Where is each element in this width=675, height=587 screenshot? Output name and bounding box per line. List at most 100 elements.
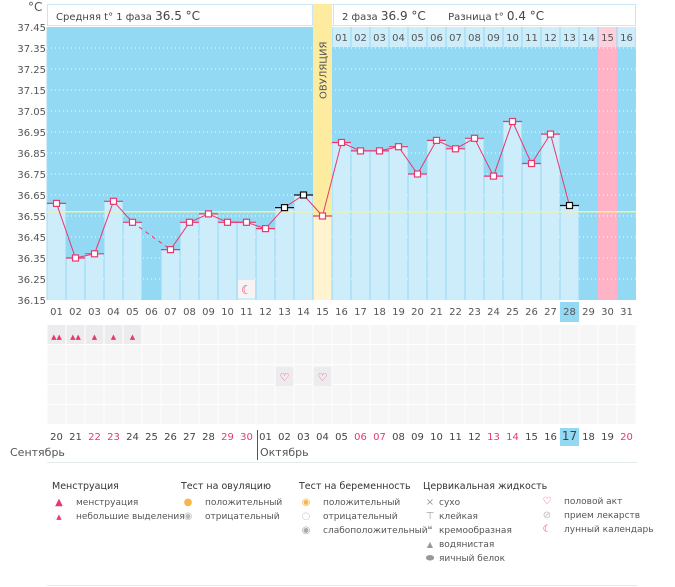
phase1-value: 36.5 °C: [155, 9, 201, 23]
calendar-date[interactable]: 14: [506, 432, 519, 443]
x-day-label: 06: [145, 307, 158, 318]
symptom-cell: [66, 365, 85, 384]
calendar-date[interactable]: 05: [335, 432, 348, 443]
moon-cell: [238, 280, 255, 298]
legend-item: водянистая: [439, 540, 495, 550]
symptom-cell: [275, 325, 294, 344]
cycle-day-label: 13: [563, 33, 576, 44]
symptom-cell: [503, 325, 522, 344]
calendar-date[interactable]: 30: [240, 432, 253, 443]
temperature-point: [242, 218, 251, 226]
light-drop-icon: ▲: [92, 333, 98, 341]
calendar-date[interactable]: 24: [126, 432, 139, 443]
symptom-cell: [465, 345, 484, 364]
symptom-cell: [256, 365, 275, 384]
symptom-cell: [598, 405, 617, 424]
x-day-label: 16: [335, 307, 348, 318]
x-day-label: 03: [88, 307, 101, 318]
legend-ovulation-test: Тест на овуляцию ● положительный ◉ отрицат…: [181, 481, 282, 524]
symptom-cell: [313, 405, 332, 424]
light-drop-icon: ▲: [56, 513, 62, 521]
x-day-label: 10: [221, 307, 234, 318]
y-tick-label: 37.25: [17, 65, 46, 76]
symptom-cell: [351, 405, 370, 424]
calendar-date[interactable]: 23: [107, 432, 120, 443]
temperature-bar: [313, 216, 332, 300]
calendar-date[interactable]: 22: [88, 432, 101, 443]
temperature-point: [223, 218, 232, 226]
symptom-cell: [370, 385, 389, 404]
temperature-bar: [332, 142, 351, 300]
calendar-date[interactable]: 04: [316, 432, 329, 443]
calendar-date[interactable]: 12: [468, 432, 481, 443]
symptom-cell: [427, 365, 446, 384]
calendar-date[interactable]: 03: [297, 432, 310, 443]
temperature-bar: [123, 222, 142, 300]
calendar-date[interactable]: 29: [221, 432, 234, 443]
calendar-date[interactable]: 16: [544, 432, 557, 443]
calendar-date[interactable]: 21: [69, 432, 82, 443]
calendar-date[interactable]: 20: [620, 432, 633, 443]
x-day-label: 31: [620, 307, 633, 318]
symptom-cell: [199, 345, 218, 364]
ovulation-negative-icon: ◉: [183, 511, 193, 522]
calendar-date[interactable]: 11: [449, 432, 462, 443]
calendar-date[interactable]: 06: [354, 432, 367, 443]
x-day-label: 01: [50, 307, 63, 318]
pregnancy-negative-icon: ○: [301, 511, 311, 522]
temperature-line-segment: [474, 138, 494, 177]
calendar-date[interactable]: 01: [259, 432, 272, 443]
symptom-cell: [142, 325, 161, 344]
symptom-cell: [617, 345, 636, 364]
temperature-point: [128, 218, 137, 226]
symptom-cell: [522, 385, 541, 404]
calendar-date[interactable]: 10: [430, 432, 443, 443]
light-drop-icon: ▲: [111, 333, 117, 341]
x-day-label: 14: [297, 307, 310, 318]
legend-item: яичный белок: [439, 554, 506, 564]
legend-item: менструация: [76, 498, 139, 508]
legend-other: ♡ половой акт ⊘ прием лекарств ☾ лунный кал…: [540, 495, 654, 537]
legend-item: половой акт: [564, 497, 623, 507]
calendar-date[interactable]: 13: [487, 432, 500, 443]
temperature-bar: [85, 253, 104, 300]
temperature-point: [413, 170, 422, 178]
calendar-date[interactable]: 28: [202, 432, 215, 443]
symptom-cell: [332, 385, 351, 404]
cycle-day-cell: [579, 27, 598, 47]
x-day-label: 22: [449, 307, 462, 318]
intercourse-cell: [313, 367, 332, 386]
calendar-date[interactable]: 27: [183, 432, 196, 443]
calendar-date[interactable]: 18: [582, 432, 595, 443]
calendar-date[interactable]: 17: [560, 428, 579, 446]
symptom-cell: [370, 405, 389, 424]
symptom-cell: [180, 385, 199, 404]
light-drop-icon: ▲: [130, 333, 136, 341]
symptom-cell: [427, 405, 446, 424]
calendar-date[interactable]: 25: [145, 432, 158, 443]
legend-item: отрицательный: [205, 512, 280, 522]
symptom-cell: [541, 365, 560, 384]
symptom-cell: [427, 345, 446, 364]
symptom-cell: [104, 385, 123, 404]
calendar-date[interactable]: 02: [278, 432, 291, 443]
cycle-day-label: 07: [449, 33, 462, 44]
calendar-date[interactable]: 08: [392, 432, 405, 443]
symptom-cell: [123, 345, 142, 364]
phase2-summary: 2 фаза 36.9 °C Разница t° 0.4 °C: [333, 4, 636, 26]
calendar-date[interactable]: 15: [525, 432, 538, 443]
cycle-day-cell: [522, 27, 541, 47]
y-tick-label: 36.65: [17, 191, 46, 202]
symptom-cell: [180, 365, 199, 384]
calendar-date[interactable]: 26: [164, 432, 177, 443]
symptom-cell: [541, 385, 560, 404]
calendar-date[interactable]: 19: [601, 432, 614, 443]
calendar-date[interactable]: 09: [411, 432, 424, 443]
temperature-bar: [465, 138, 484, 300]
cycle-day-label: 05: [411, 33, 424, 44]
temperature-point: [52, 199, 61, 207]
calendar-date[interactable]: 20: [50, 432, 63, 443]
symptom-cell: [370, 325, 389, 344]
phase2-label: 2 фаза: [342, 12, 378, 23]
calendar-date[interactable]: 07: [373, 432, 386, 443]
